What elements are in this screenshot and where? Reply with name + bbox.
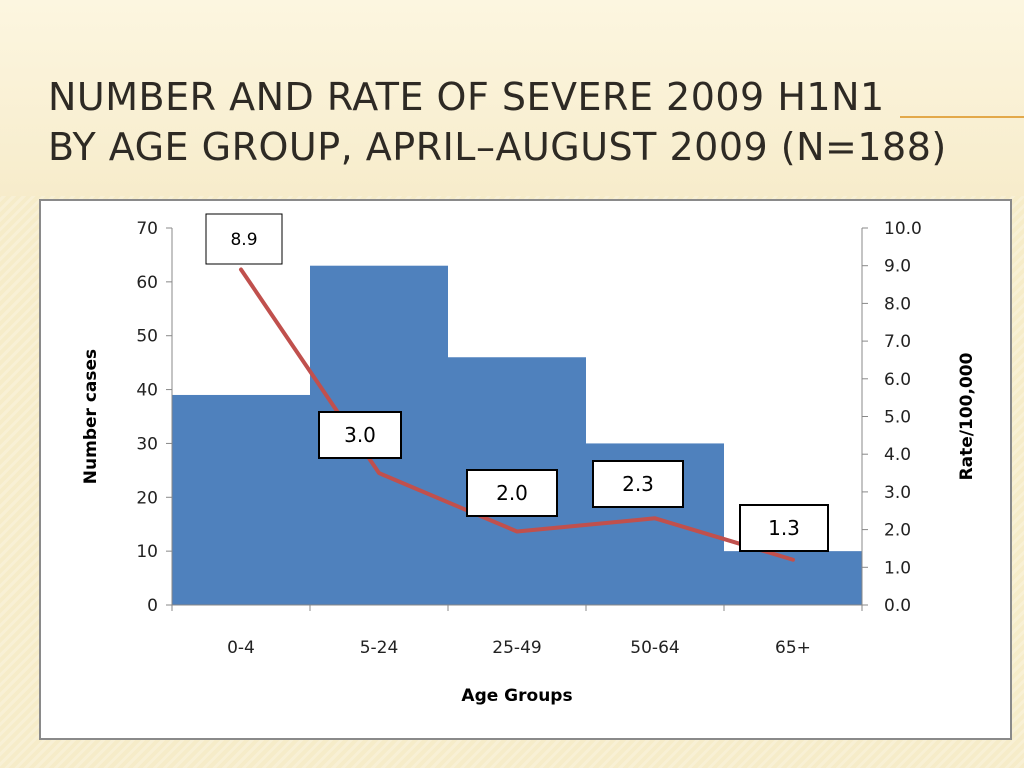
data-label-box xyxy=(205,213,283,265)
x-tick-label: 25-49 xyxy=(492,638,541,658)
y-ticks-right: 0.0 1.0 2.0 3.0 4.0 5.0 6.0 7.0 8.0 9.0 10.0 xyxy=(862,219,922,616)
chart-frame: 0 10 20 30 40 50 60 70 0.0 1.0 2.0 3.0 4.0 5.0 6.0 7.0… xyxy=(39,199,1012,740)
data-label-50-64: 2.3 xyxy=(592,460,684,508)
data-label-5-24: 3.0 xyxy=(318,411,402,459)
data-label-65+: 1.3 xyxy=(739,504,829,552)
y2-tick-label: 8.0 xyxy=(884,294,911,314)
data-label-box xyxy=(739,504,829,552)
y-tick-label: 40 xyxy=(136,381,158,401)
y2-tick-label: 9.0 xyxy=(884,257,911,277)
x-tick-label: 5-24 xyxy=(360,638,399,658)
y2-tick-label: 2.0 xyxy=(884,521,911,541)
data-label-0-4: 8.9 xyxy=(205,213,283,265)
y2-tick-label: 7.0 xyxy=(884,332,911,352)
data-label-box xyxy=(318,411,402,459)
data-labels: 8.9 3.0 2.0 2.3 1.3 xyxy=(205,213,829,552)
x-axis-title: Age Groups xyxy=(461,686,572,706)
y2-tick-label: 1.0 xyxy=(884,558,911,578)
y-tick-label: 0 xyxy=(147,596,158,616)
data-label-25-49: 2.0 xyxy=(466,469,558,517)
data-label-box xyxy=(466,469,558,517)
y-tick-label: 50 xyxy=(136,327,158,347)
slide-title-line-2: BY AGE GROUP, APRIL–AUGUST 2009 (N=188) xyxy=(48,125,947,169)
rate-line xyxy=(239,267,795,562)
title-band xyxy=(0,0,1024,196)
data-label-text: 1.3 xyxy=(768,516,800,540)
y-tick-label: 70 xyxy=(136,219,158,239)
slide-title-line-1: NUMBER AND RATE OF SEVERE 2009 H1N1 xyxy=(48,75,885,119)
bar-series xyxy=(172,265,862,605)
x-tick-label: 0-4 xyxy=(227,638,255,658)
y-tick-label: 60 xyxy=(136,273,158,293)
y2-axis-title: Rate/100,000 xyxy=(957,352,977,480)
y2-tick-label: 4.0 xyxy=(884,445,911,465)
y2-tick-label: 5.0 xyxy=(884,408,911,428)
y-ticks-left: 0 10 20 30 40 50 60 70 xyxy=(136,219,172,616)
y2-tick-label: 3.0 xyxy=(884,483,911,503)
title-accent-rule xyxy=(900,116,1024,118)
data-label-text: 8.9 xyxy=(230,230,257,250)
data-label-text: 3.0 xyxy=(344,423,376,447)
data-label-box xyxy=(592,460,684,508)
data-label-text: 2.0 xyxy=(496,481,528,505)
y-axis-title: Number cases xyxy=(81,349,101,484)
y-tick-label: 10 xyxy=(136,542,158,562)
x-tick-label: 65+ xyxy=(775,638,811,658)
combo-chart: 0 10 20 30 40 50 60 70 0.0 1.0 2.0 3.0 4.0 5.0 6.0 7.0… xyxy=(81,213,977,706)
x-ticks: 0-4 5-24 25-49 50-64 65+ xyxy=(171,605,863,658)
y2-tick-label: 6.0 xyxy=(884,370,911,390)
y2-tick-label: 0.0 xyxy=(884,596,911,616)
y-tick-label: 30 xyxy=(136,434,158,454)
slide-title: NUMBER AND RATE OF SEVERE 2009 H1N1 BY A… xyxy=(48,72,988,172)
y2-tick-label: 10.0 xyxy=(884,219,922,239)
y-tick-label: 20 xyxy=(136,488,158,508)
data-label-text: 2.3 xyxy=(622,472,654,496)
x-tick-label: 50-64 xyxy=(630,638,679,658)
bar-0-4 xyxy=(172,394,310,605)
